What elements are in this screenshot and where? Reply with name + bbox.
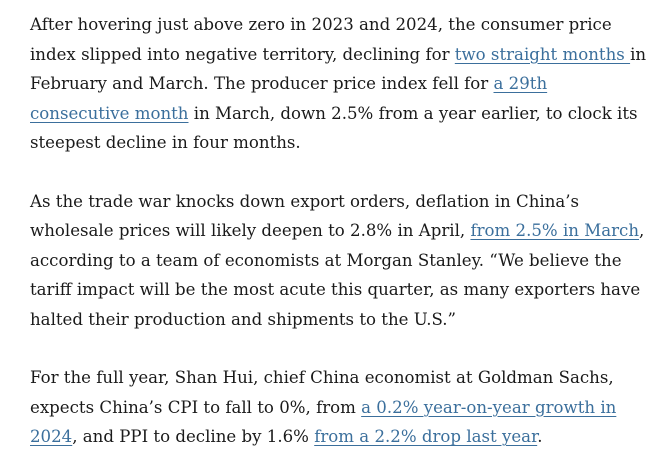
paragraph-cpi-ppi: After hovering just above zero in 2023 a… (30, 10, 648, 158)
paragraph-text: , according to a team of economists at M… (30, 221, 645, 329)
link-2-2-drop-last-year[interactable]: from a 2.2% drop last year (314, 427, 538, 446)
link-0-2-growth-2024[interactable]: a 0.2% year-on-year growth in 2024 (30, 397, 617, 447)
paragraph-text: After hovering just above zero in 2023 a… (30, 15, 612, 64)
link-two-straight-months[interactable]: two straight months (454, 44, 631, 64)
link-29th-consecutive-month[interactable]: a 29th consecutive month (30, 74, 548, 123)
paragraph-text: in March, down 2.5% from a year earlier,… (30, 103, 638, 153)
article-body: After hovering just above zero in 2023 a… (30, 10, 648, 452)
paragraph-text: As the trade war knocks down export orde… (30, 191, 580, 241)
paragraph-trade-war: As the trade war knocks down export orde… (30, 187, 648, 335)
paragraph-text: , and PPI to decline by 1.6% (72, 427, 315, 446)
paragraph-full-year: For the full year, Shan Hui, chief China… (30, 363, 648, 452)
paragraph-text: For the full year, Shan Hui, chief China… (30, 368, 614, 417)
link-from-2-5-in-march[interactable]: from 2.5% in March (470, 221, 640, 240)
paragraph-text: . (537, 427, 543, 446)
paragraph-text: in February and March. The producer pric… (30, 44, 647, 94)
